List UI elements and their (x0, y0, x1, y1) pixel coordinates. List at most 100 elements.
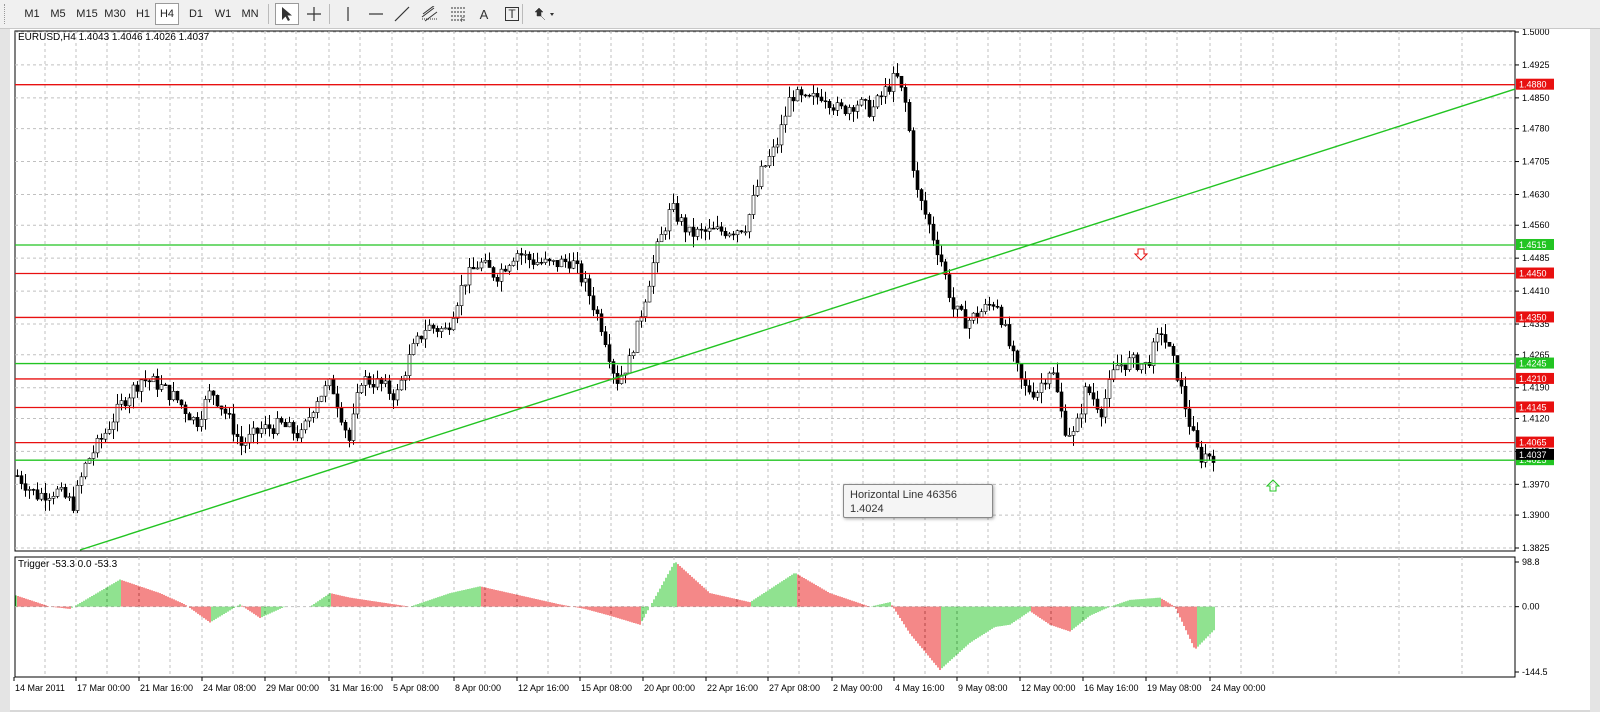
price-tag (1516, 436, 1554, 448)
candle-body (423, 330, 428, 340)
candle-body (1075, 417, 1080, 432)
timeframe-h4-button[interactable]: H4 (155, 3, 179, 25)
candle-body (79, 476, 84, 486)
candle-body (203, 399, 208, 420)
candle-body (67, 496, 72, 499)
arrows-tool-button[interactable] (530, 3, 560, 25)
price-tag (1516, 78, 1554, 90)
timeframe-m30-button[interactable]: M30 (104, 8, 126, 20)
candle-body (343, 421, 348, 431)
candle-body (275, 418, 280, 434)
candle-body (407, 354, 412, 376)
text-tool-button[interactable]: A (472, 3, 496, 25)
candle-body (1095, 398, 1100, 410)
candle-body (599, 313, 604, 333)
candle-body (335, 393, 340, 409)
toolbar-grip[interactable] (4, 4, 9, 24)
candle-body (1187, 408, 1192, 427)
horizontal-line-tooltip: Horizontal Line 46356 1.4024 (843, 484, 993, 518)
candle-body (935, 239, 940, 256)
crosshair-tool-button[interactable] (302, 3, 326, 25)
price-tag-label: 1.4245 (1519, 359, 1547, 369)
price-tag-label: 1.4065 (1519, 438, 1547, 448)
candle-body (43, 492, 48, 501)
candle-body (891, 73, 896, 92)
candle-body (331, 378, 336, 395)
candle-body (279, 418, 284, 423)
candle-body (211, 390, 216, 396)
timeframe-mn-button[interactable]: MN (241, 8, 259, 20)
candle-body (811, 93, 816, 97)
candle-body (763, 165, 768, 168)
candle-body (911, 130, 916, 171)
horizontal-line-tool-button[interactable] (364, 3, 388, 25)
tooltip-title: Horizontal Line 46356 (850, 489, 958, 501)
price-tag-label: 1.4880 (1519, 80, 1547, 90)
candle-body (103, 432, 108, 440)
toolbar: M1 M5 M15 M30 H1 H4 D1 W1 MN F A T (0, 0, 1600, 29)
timeframe-m5-button[interactable]: M5 (50, 8, 66, 20)
candle-body (971, 312, 976, 321)
candle-body (347, 429, 352, 441)
candle-body (923, 200, 928, 215)
candle-body (363, 376, 368, 386)
timeframe-m15-button[interactable]: M15 (76, 8, 98, 20)
candle-body (879, 95, 884, 98)
vertical-line-icon (340, 6, 356, 22)
text-label-tool-button[interactable]: T (500, 3, 524, 25)
timeframe-w1-button[interactable]: W1 (214, 8, 232, 20)
candle-body (355, 392, 360, 415)
vertical-line-tool-button[interactable] (336, 3, 360, 25)
candle-body (859, 99, 864, 106)
candle-body (1019, 363, 1024, 380)
candle-body (187, 413, 192, 421)
candle-body (1079, 413, 1084, 419)
price-tag (1516, 357, 1554, 369)
candle-body (719, 226, 724, 232)
candle-body (759, 165, 764, 187)
candle-body (467, 266, 472, 286)
candle-body (387, 380, 392, 394)
candle-body (131, 384, 136, 399)
time-axis-label: 15 Apr 08:00 (581, 683, 632, 693)
candle-body (831, 107, 836, 111)
candle-body (1203, 453, 1208, 463)
candle-body (883, 86, 888, 97)
right-frame (1590, 29, 1600, 712)
candle-body (735, 230, 740, 236)
candle-body (827, 101, 832, 109)
text-icon: A (479, 6, 489, 22)
trendline-tool-button[interactable] (390, 3, 414, 25)
candle-body (1135, 354, 1140, 371)
chart-window[interactable]: 1.5000 1.4925 1.4850 1.4780 1.4705 1.4630 1.45… (10, 29, 1590, 710)
candle-body (671, 203, 676, 210)
timeframe-d1-button[interactable]: D1 (188, 8, 204, 20)
candle-body (779, 124, 784, 146)
timeframe-h1-button[interactable]: H1 (135, 8, 151, 20)
price-tag-label: 1.4515 (1519, 240, 1547, 250)
indicator-info: Trigger -53.3 0.0 -53.3 (18, 559, 118, 570)
candle-body (643, 301, 648, 317)
candle-body (907, 102, 912, 131)
candle-body (823, 100, 828, 103)
candle-body (871, 106, 876, 117)
candle-body (939, 254, 944, 263)
candle-body (815, 93, 820, 98)
time-axis-label: 22 Apr 16:00 (707, 683, 758, 693)
candle-body (183, 404, 188, 415)
candle-body (459, 285, 464, 306)
candle-body (403, 375, 408, 381)
candle-body (683, 217, 688, 233)
candle-body (979, 311, 984, 318)
candle-body (711, 227, 716, 230)
candle-body (959, 305, 964, 310)
candle-body (855, 104, 860, 112)
cursor-tool-button[interactable] (275, 3, 299, 25)
equidistant-channel-tool-button[interactable] (418, 3, 442, 25)
candle-body (591, 295, 596, 311)
candle-body (955, 305, 960, 310)
timeframe-m1-button[interactable]: M1 (24, 8, 40, 20)
candle-body (19, 475, 24, 484)
fibonacci-tool-button[interactable]: F (446, 3, 470, 25)
chart-canvas[interactable]: 1.5000 1.4925 1.4850 1.4780 1.4705 1.4630 1.45… (10, 29, 1590, 710)
